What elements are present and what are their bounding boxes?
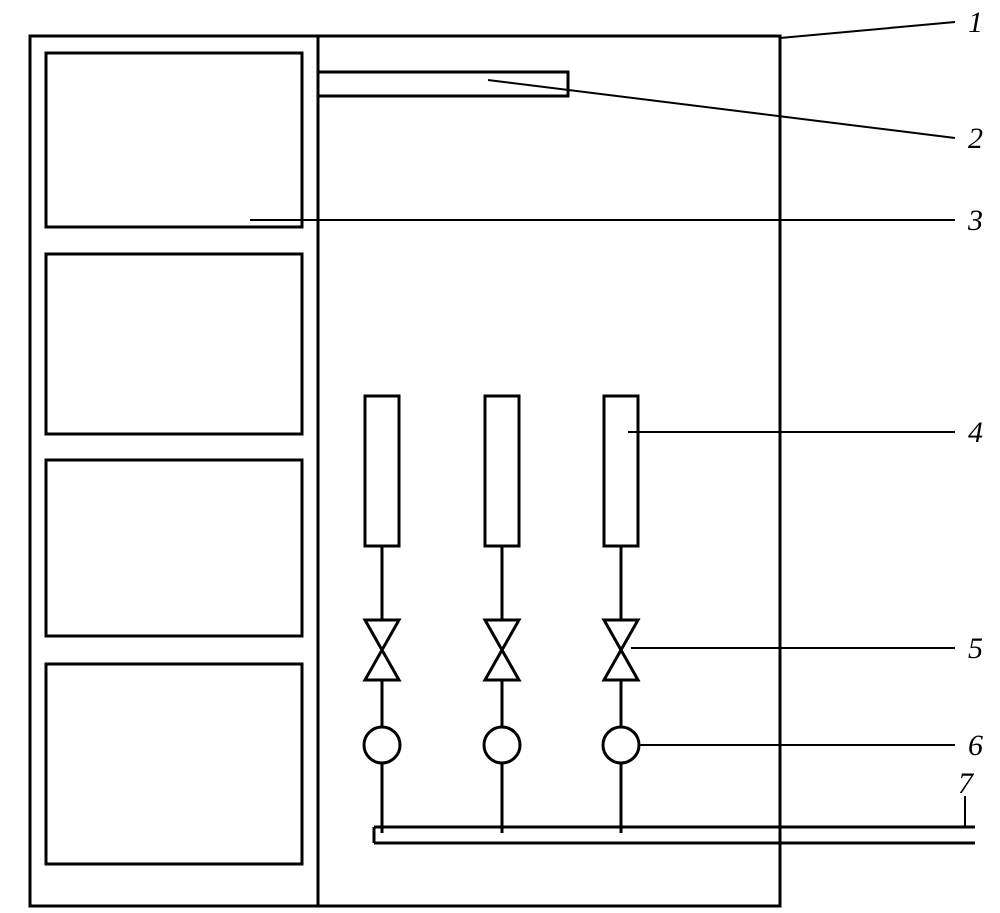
callout-label-7: 7 xyxy=(958,767,975,800)
left-box-3 xyxy=(46,460,302,636)
callout-line-2 xyxy=(488,80,955,138)
valve-icon xyxy=(604,620,638,680)
valve-icon xyxy=(365,620,399,680)
meter-icon xyxy=(364,727,400,763)
top-bar xyxy=(318,72,568,96)
cylinder-2 xyxy=(485,396,519,546)
left-box-4 xyxy=(46,664,302,864)
valve-icon xyxy=(485,620,519,680)
outer-frame xyxy=(30,36,780,906)
meter-icon xyxy=(603,727,639,763)
engineering-diagram: 1 2 3 4 5 6 7 xyxy=(0,0,1000,913)
cylinder-3 xyxy=(604,396,638,546)
callout-label-2: 2 xyxy=(968,122,983,155)
callout-line-1 xyxy=(780,22,955,38)
callout-label-6: 6 xyxy=(968,729,983,762)
meter-icon xyxy=(484,727,520,763)
callout-label-1: 1 xyxy=(968,6,983,39)
left-box-2 xyxy=(46,254,302,434)
callout-label-4: 4 xyxy=(968,416,983,449)
callout-label-3: 3 xyxy=(967,204,983,237)
callout-label-5: 5 xyxy=(968,632,983,665)
cylinder-1 xyxy=(365,396,399,546)
left-box-1 xyxy=(46,53,302,227)
